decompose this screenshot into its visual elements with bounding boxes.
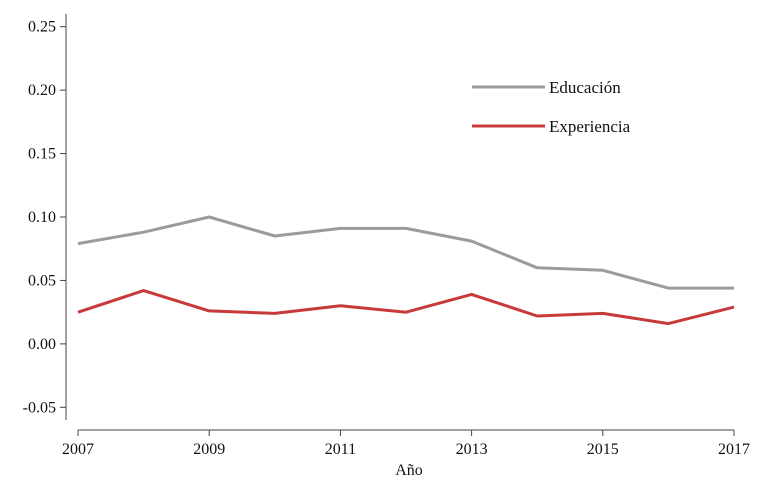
y-tick-label: 0.00 xyxy=(28,336,56,353)
y-tick-label: -0.05 xyxy=(23,399,56,416)
axes xyxy=(65,14,734,431)
y-tick-label: 0.10 xyxy=(28,209,56,226)
legend-label: Experiencia xyxy=(549,117,631,136)
x-tick-label: 2015 xyxy=(587,441,619,458)
y-tick-label: 0.15 xyxy=(28,146,56,163)
x-ticks: 2007 2009 2011 2013 2015 2017 xyxy=(62,430,750,458)
y-ticks: -0.05 0.00 0.05 0.10 0.15 0.20 0.25 xyxy=(23,19,66,416)
x-tick-label: 2011 xyxy=(325,441,356,458)
legend-item-experiencia: Experiencia xyxy=(472,117,631,136)
series-line-educacion xyxy=(77,215,734,290)
series-line-experiencia xyxy=(77,289,735,326)
y-tick-label: 0.05 xyxy=(28,272,56,289)
legend: Educación Experiencia xyxy=(472,78,631,136)
x-axis-title: Año xyxy=(395,462,423,479)
legend-item-educacion: Educación xyxy=(472,78,621,97)
series-lines xyxy=(77,215,735,326)
legend-label: Educación xyxy=(549,78,621,97)
x-tick-label: 2013 xyxy=(456,441,488,458)
x-tick-label: 2007 xyxy=(62,441,94,458)
y-tick-label: 0.25 xyxy=(28,19,56,36)
x-tick-label: 2017 xyxy=(718,441,750,458)
x-tick-label: 2009 xyxy=(193,441,225,458)
y-tick-label: 0.20 xyxy=(28,82,56,99)
